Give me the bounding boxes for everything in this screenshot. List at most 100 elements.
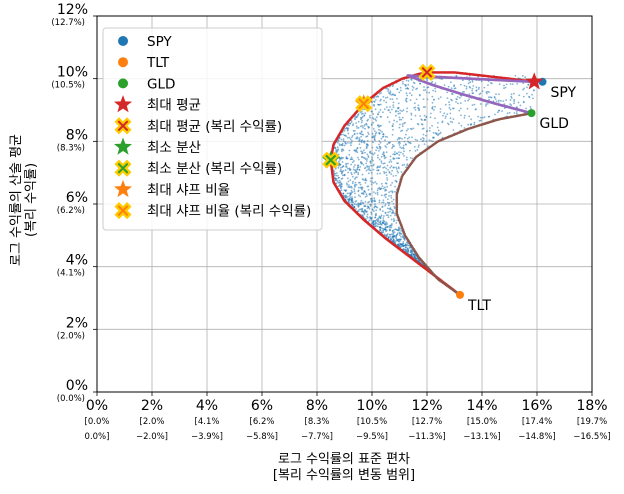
portfolio-point [348,192,350,195]
portfolio-point [341,150,343,153]
portfolio-point [340,170,343,173]
portfolio-point [388,109,390,111]
portfolio-point [370,213,373,215]
asset-label-tlt: TLT [467,298,491,314]
portfolio-point [431,106,434,108]
portfolio-point [347,171,349,174]
portfolio-point [353,133,356,136]
portfolio-point [350,163,353,166]
portfolio-point [379,229,382,232]
portfolio-point [391,143,394,146]
portfolio-point [446,97,449,99]
portfolio-point [379,222,382,225]
portfolio-point [444,115,447,118]
portfolio-point [378,158,381,161]
asset-label-spy: SPY [551,85,577,101]
portfolio-point [451,121,454,124]
portfolio-point [505,99,507,101]
portfolio-point [338,165,340,167]
y-tick-label: 2% [66,315,88,331]
portfolio-point [423,114,426,117]
portfolio-point [372,113,375,115]
portfolio-point [388,228,391,231]
portfolio-point [381,227,384,230]
portfolio-point [471,81,474,83]
portfolio-point [419,115,421,117]
portfolio-point [398,144,401,146]
portfolio-point [402,82,404,85]
portfolio-point [383,154,385,157]
portfolio-point [392,101,395,104]
portfolio-point [352,180,354,183]
portfolio-point [384,182,387,185]
portfolio-point [503,84,505,87]
portfolio-point [382,136,384,138]
portfolio-point [390,226,393,229]
portfolio-point [363,125,365,127]
portfolio-point [420,118,423,121]
frontier-point [395,211,399,215]
portfolio-point [465,85,468,88]
portfolio-point [424,106,426,108]
portfolio-point [405,100,408,103]
portfolio-point [376,95,379,98]
portfolio-point [357,120,360,123]
portfolio-point [379,148,381,150]
portfolio-point [356,151,359,154]
portfolio-point [380,92,382,94]
x-tick-sublabel: −7.7%] [301,432,333,442]
portfolio-point [342,174,344,177]
portfolio-point [479,103,482,105]
special-x-marker [355,95,373,113]
portfolio-point [372,121,375,124]
portfolio-point [387,198,389,201]
portfolio-point [371,146,374,149]
x-tick-sublabel: [8.3% [305,417,330,427]
portfolio-point [391,134,394,136]
portfolio-point [350,201,353,204]
portfolio-point [370,219,372,221]
portfolio-point [400,232,402,235]
portfolio-point [392,153,395,156]
portfolio-point [345,166,348,168]
portfolio-point [471,87,474,90]
portfolio-point [416,149,419,151]
portfolio-point [513,112,516,114]
portfolio-point [384,204,387,207]
portfolio-point [398,234,401,237]
portfolio-point [345,127,348,129]
portfolio-point [458,109,461,112]
portfolio-point [446,91,449,94]
portfolio-point [393,205,396,208]
x-tick-label: 0% [86,398,108,414]
x-tick-sublabel: −16.5%] [573,432,610,442]
portfolio-point [390,218,393,221]
portfolio-point [407,80,410,82]
portfolio-point [498,83,501,86]
portfolio-point [366,160,368,162]
portfolio-point [335,172,338,174]
portfolio-point [364,201,367,203]
portfolio-point [365,145,368,148]
portfolio-point [441,121,444,124]
portfolio-point [383,227,385,230]
portfolio-point [399,137,402,139]
portfolio-point [355,125,358,128]
portfolio-point [359,125,362,128]
portfolio-point [435,132,438,135]
frontier-point [395,195,399,198]
portfolio-point [339,144,341,147]
portfolio-point [364,196,367,198]
portfolio-point [379,217,382,220]
portfolio-point [365,193,368,196]
portfolio-point [407,140,409,143]
portfolio-point [357,126,360,129]
portfolio-point [371,222,373,225]
portfolio-point [376,189,379,192]
portfolio-point [359,201,362,204]
portfolio-point [371,216,373,219]
portfolio-point [446,113,449,115]
portfolio-point [452,118,455,120]
portfolio-point [351,161,354,164]
portfolio-point [430,140,433,142]
